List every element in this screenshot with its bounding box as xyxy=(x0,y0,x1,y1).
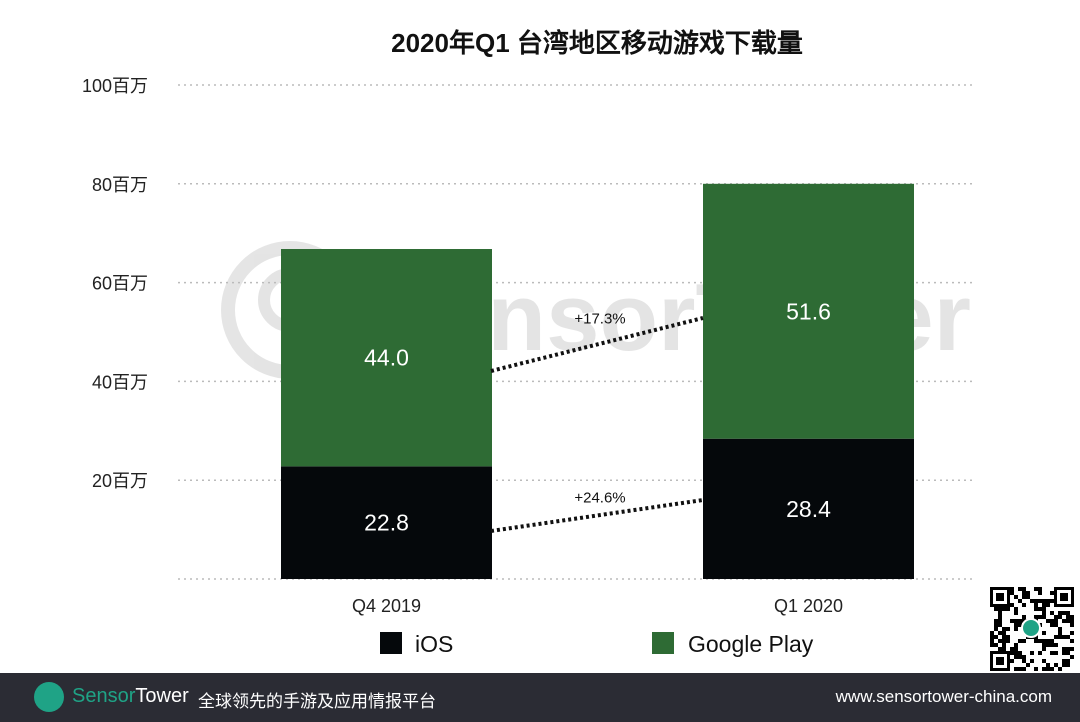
footer: SensorTower 全球领先的手游及应用情报平台 www.sensortow… xyxy=(0,673,1080,722)
growth-label: +24.6% xyxy=(574,490,625,507)
brand: SensorTower xyxy=(72,685,189,707)
y-tick-label: 40百万 xyxy=(92,372,148,392)
data-label: 28.4 xyxy=(786,496,831,522)
legend-swatch-ios xyxy=(380,632,402,654)
legend-swatch-google-play xyxy=(652,632,674,654)
chart-title: 2020年Q1 台湾地区移动游戏下载量 xyxy=(391,28,803,58)
website-link[interactable]: www.sensortower-china.com xyxy=(835,687,1052,706)
bar-google-play xyxy=(281,249,492,467)
tagline: 全球领先的手游及应用情报平台 xyxy=(198,692,436,711)
x-tick-label: Q1 2020 xyxy=(774,596,843,616)
data-label: 22.8 xyxy=(364,510,409,536)
bar-ios xyxy=(703,438,914,579)
sensortower-logo-icon xyxy=(34,682,64,712)
y-tick-label: 60百万 xyxy=(92,274,148,294)
y-tick-label: 100百万 xyxy=(82,76,148,96)
qr-code xyxy=(988,585,1074,671)
legend: iOS Google Play xyxy=(380,631,814,657)
y-tick-label: 20百万 xyxy=(92,471,148,491)
legend-label-ios: iOS xyxy=(415,631,453,657)
growth-label: +17.3% xyxy=(574,311,625,328)
data-label: 51.6 xyxy=(786,298,831,324)
bar-google-play xyxy=(703,183,914,439)
bar-ios xyxy=(281,466,492,579)
growth-connector xyxy=(490,316,704,373)
y-tick-label: 80百万 xyxy=(92,175,148,195)
x-tick-label: Q4 2019 xyxy=(352,596,421,616)
legend-label-google-play: Google Play xyxy=(688,631,814,657)
data-label: 44.0 xyxy=(364,345,409,371)
